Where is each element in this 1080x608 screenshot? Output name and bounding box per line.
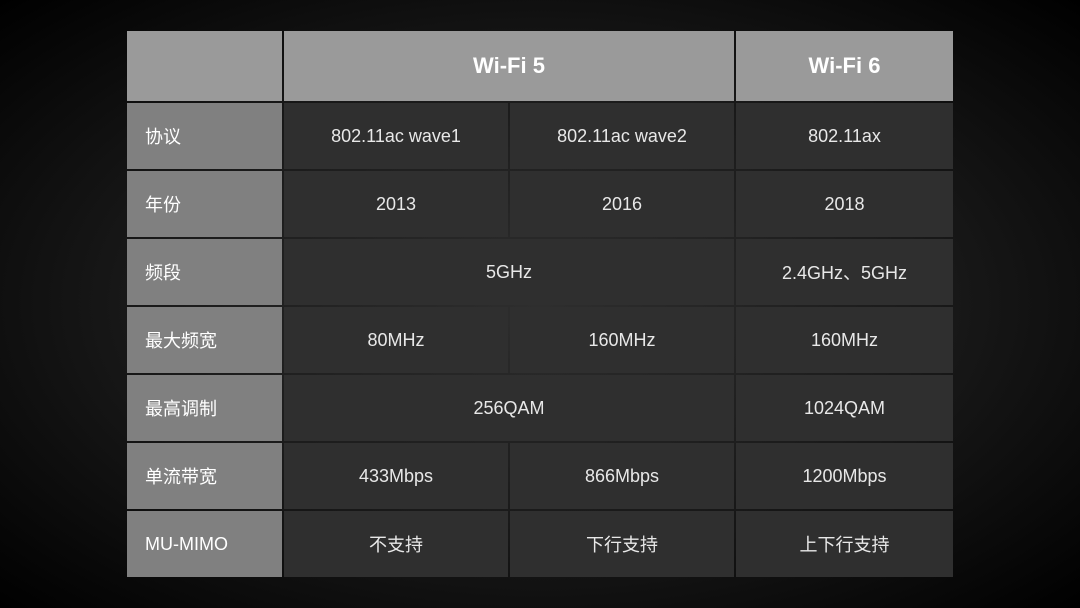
cell-sbw-433: 433Mbps [284, 443, 508, 509]
table-row: 年份 2013 2016 2018 [127, 171, 953, 237]
table-corner-cell [127, 31, 282, 101]
cell-mod-256qam: 256QAM [284, 375, 734, 441]
row-label-year: 年份 [127, 171, 282, 237]
cell-sbw-866: 866Mbps [510, 443, 734, 509]
table-row: 频段 5GHz 2.4GHz、5GHz [127, 239, 953, 305]
cell-maxbw-80: 80MHz [284, 307, 508, 373]
cell-sbw-1200: 1200Mbps [736, 443, 953, 509]
table-row: 最大频宽 80MHz 160MHz 160MHz [127, 307, 953, 373]
cell-mod-1024qam: 1024QAM [736, 375, 953, 441]
row-label-mumimo: MU-MIMO [127, 511, 282, 577]
cell-mumimo-none: 不支持 [284, 511, 508, 577]
row-label-streambw: 单流带宽 [127, 443, 282, 509]
row-label-maxbw: 最大频宽 [127, 307, 282, 373]
table-row: 单流带宽 433Mbps 866Mbps 1200Mbps [127, 443, 953, 509]
cell-year-2018: 2018 [736, 171, 953, 237]
cell-protocol-wave2: 802.11ac wave2 [510, 103, 734, 169]
cell-band-wifi5: 5GHz [284, 239, 734, 305]
wifi-comparison-table: Wi-Fi 5 Wi-Fi 6 协议 802.11ac wave1 802.11… [125, 29, 955, 579]
table-row: 最高调制 256QAM 1024QAM [127, 375, 953, 441]
cell-band-wifi6: 2.4GHz、5GHz [736, 239, 953, 305]
row-label-band: 频段 [127, 239, 282, 305]
cell-year-2016: 2016 [510, 171, 734, 237]
cell-year-2013: 2013 [284, 171, 508, 237]
row-label-protocol: 协议 [127, 103, 282, 169]
column-header-wifi6: Wi-Fi 6 [736, 31, 953, 101]
table-header-row: Wi-Fi 5 Wi-Fi 6 [127, 31, 953, 101]
cell-maxbw-160b: 160MHz [736, 307, 953, 373]
cell-mumimo-uldl: 上下行支持 [736, 511, 953, 577]
column-header-wifi5: Wi-Fi 5 [284, 31, 734, 101]
cell-protocol-wave1: 802.11ac wave1 [284, 103, 508, 169]
row-label-modulation: 最高调制 [127, 375, 282, 441]
cell-maxbw-160a: 160MHz [510, 307, 734, 373]
table-row: 协议 802.11ac wave1 802.11ac wave2 802.11a… [127, 103, 953, 169]
cell-mumimo-dl: 下行支持 [510, 511, 734, 577]
cell-protocol-ax: 802.11ax [736, 103, 953, 169]
table-row: MU-MIMO 不支持 下行支持 上下行支持 [127, 511, 953, 577]
